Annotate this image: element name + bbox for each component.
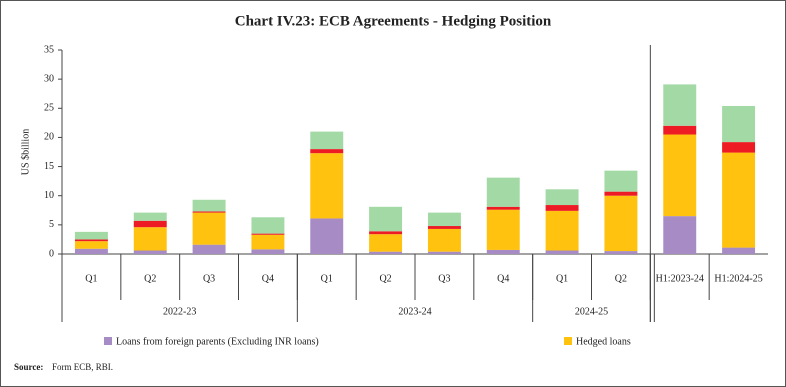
bar-segment <box>310 131 344 150</box>
bar-segment <box>74 241 108 249</box>
bar-segment <box>74 231 108 240</box>
y-axis-label: US $billion <box>20 129 31 175</box>
bar-segment <box>133 250 167 254</box>
bar-segment <box>251 249 285 254</box>
group-label: 2024-25 <box>575 306 608 317</box>
bar-segment <box>251 233 285 235</box>
legend-swatch <box>564 337 572 345</box>
bar-segment <box>604 170 638 192</box>
bar-segment <box>545 210 579 251</box>
bar-segment <box>251 217 285 234</box>
x-tick-label: Q2 <box>615 273 627 284</box>
bar-segment <box>722 247 756 254</box>
bar-segment <box>722 142 756 153</box>
y-tick-label: 5 <box>49 219 54 230</box>
bar-segment <box>251 234 285 250</box>
bar-segment <box>369 251 403 254</box>
bar-segment <box>369 206 403 232</box>
y-tick-label: 35 <box>44 44 54 55</box>
bar-segment <box>427 228 461 252</box>
bar-segment <box>663 216 697 254</box>
y-tick-label: 15 <box>44 161 54 172</box>
x-tick-label: Q1 <box>85 273 97 284</box>
bar-segment <box>192 212 226 245</box>
y-tick-label: 10 <box>44 190 54 201</box>
source: Form ECB, RBI. <box>52 362 113 372</box>
x-tick-label: Q3 <box>203 273 215 284</box>
bar-segment <box>545 205 579 211</box>
bar-segment <box>545 250 579 254</box>
bar-segment <box>133 212 167 221</box>
bar-segment <box>663 84 697 126</box>
legend-label: Hedged loans <box>576 336 631 347</box>
x-tick-label: Q2 <box>379 273 391 284</box>
y-tick-label: 20 <box>44 132 54 143</box>
bar-segment <box>427 251 461 254</box>
source-label: Source: <box>14 362 43 372</box>
bar-segment <box>74 239 108 242</box>
bar-segment <box>486 209 520 250</box>
bar-segment <box>192 244 226 254</box>
legend-swatch <box>104 337 112 345</box>
group-label: 2022-23 <box>163 306 196 317</box>
y-tick-label: 25 <box>44 103 54 114</box>
bar-segment <box>663 125 697 135</box>
bar-segment <box>722 105 756 143</box>
bar-segment <box>545 189 579 206</box>
x-tick-label: Q4 <box>262 273 274 284</box>
x-tick-label: H1:2024-25 <box>714 273 762 284</box>
bar-segment <box>427 212 461 227</box>
legend-label: Loans from foreign parents (Excluding IN… <box>116 336 319 347</box>
y-tick-label: 0 <box>49 248 54 259</box>
bar-segment <box>427 226 461 229</box>
group-label: 2023-24 <box>398 306 431 317</box>
bar-segment <box>486 177 520 207</box>
bar-segment <box>133 227 167 251</box>
bar-segment <box>604 195 638 252</box>
bar-segment <box>369 231 403 235</box>
x-tick-label: H1:2023-24 <box>656 273 704 284</box>
chart-title: Chart IV.23: ECB Agreements - Hedging Po… <box>235 13 552 29</box>
bar-segment <box>663 134 697 217</box>
x-tick-label: Q4 <box>497 273 509 284</box>
bar-segment <box>310 149 344 154</box>
bar-segment <box>486 206 520 210</box>
bar-segment <box>133 220 167 228</box>
bar-segment <box>192 211 226 213</box>
x-tick-label: Q1 <box>321 273 333 284</box>
x-tick-label: Q1 <box>556 273 568 284</box>
bar-segment <box>74 248 108 254</box>
bar-segment <box>722 152 756 248</box>
bar-segment <box>310 153 344 219</box>
bar-segment <box>310 218 344 254</box>
x-tick-label: Q2 <box>144 273 156 284</box>
bar-segment <box>369 234 403 252</box>
bar-segment <box>604 251 638 254</box>
bar-segment <box>192 199 226 212</box>
y-tick-label: 30 <box>44 73 54 84</box>
bar-segment <box>486 249 520 254</box>
bar-segment <box>604 191 638 196</box>
x-tick-label: Q3 <box>438 273 450 284</box>
